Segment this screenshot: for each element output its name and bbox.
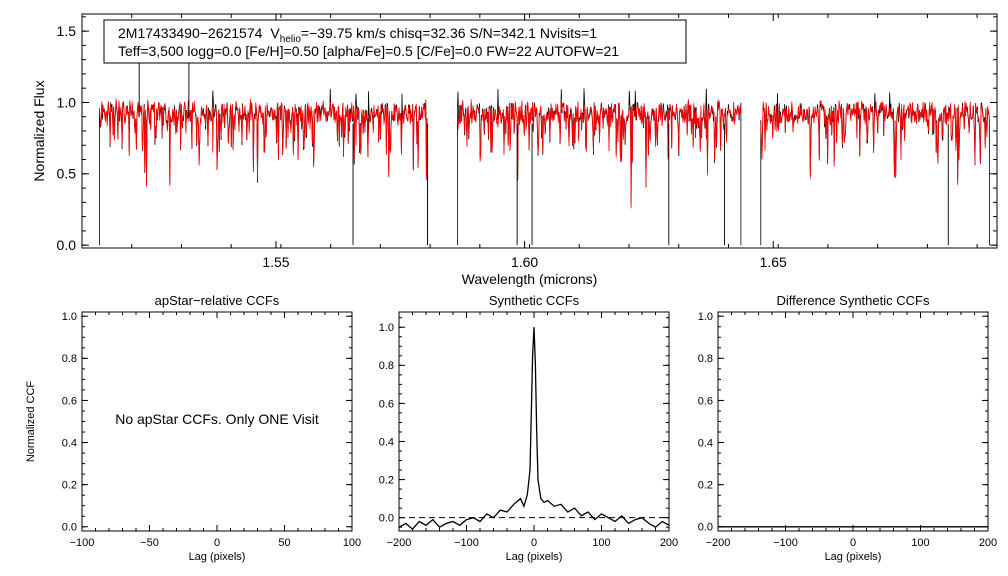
- x-tick-label: 0: [214, 537, 220, 549]
- y-tick-label: 0.4: [379, 436, 394, 448]
- annotation-part: V: [270, 25, 280, 41]
- annotation-part: 2M17433490−2621574: [118, 25, 263, 41]
- plot-frame: [717, 311, 989, 532]
- x-tick-label: −50: [140, 537, 159, 549]
- ccf-line: [398, 327, 670, 531]
- x-tick-label: −200: [706, 537, 731, 549]
- x-tick-label: 200: [660, 537, 678, 549]
- y-tick-label: 0.2: [62, 480, 77, 492]
- y-tick-label: 1.0: [57, 94, 77, 110]
- panel-title: Synthetic CCFs: [489, 293, 580, 308]
- x-tick-label: 1.65: [760, 254, 787, 270]
- x-tick-label: 50: [278, 537, 290, 549]
- annotation-frame: [103, 19, 687, 64]
- y-tick-label: 1.0: [62, 311, 77, 323]
- x-tick-label: 0: [531, 537, 537, 549]
- y-tick-label: 0.0: [698, 522, 713, 534]
- difference-ccf-panel: −200 −100 0 100 200 0.0 0.2 0.4 0.6 0.8 1.0 Differe…: [698, 293, 997, 563]
- panel-title: Difference Synthetic CCFs: [777, 293, 930, 308]
- y-tick-label: 1.5: [57, 23, 77, 39]
- y-tick-label: 0.6: [698, 395, 713, 407]
- no-ccf-message: No apStar CCFs. Only ONE Visit: [115, 411, 319, 427]
- model-spectrum-line: [99, 98, 428, 187]
- model-spectrum-line: [457, 98, 742, 209]
- spectrum-panel: 1.55 1.60 1.65 0.0 0.5 1.0 1.5 Wavelength (micr…: [31, 13, 998, 287]
- model-spectrum-line: [760, 99, 990, 185]
- y-tick-label: 0.0: [62, 522, 77, 534]
- x-tick-label: −100: [70, 537, 95, 549]
- y-axis-label: Normalized Flux: [31, 80, 47, 181]
- panel-title: apStar−relative CCFs: [155, 293, 280, 308]
- x-tick-label: −100: [773, 537, 798, 549]
- x-tick-label: −100: [454, 537, 479, 549]
- y-tick-label: 0.5: [57, 166, 77, 182]
- y-tick-label: 0.0: [379, 513, 394, 525]
- y-axis-label: Normalized CCF: [25, 381, 37, 463]
- x-tick-label: 200: [979, 537, 997, 549]
- annotation-part: =−39.75 km/s chisq=32.36 S/N=342.1 Nvisi…: [301, 25, 597, 41]
- y-tick-label: 0.8: [62, 353, 77, 365]
- x-tick-label: −200: [387, 537, 412, 549]
- annotation-part: helio: [280, 34, 302, 45]
- y-tick-label: 0.2: [379, 474, 394, 486]
- apstar-ccf-panel: −100 −50 0 50 100 0.0 0.2 0.4 0.6 0.8 1.0 apStar−re…: [25, 293, 361, 563]
- y-tick-label: 0.8: [379, 360, 394, 372]
- y-tick-label: 1.0: [698, 311, 713, 323]
- y-tick-label: 1.0: [379, 322, 394, 334]
- x-tick-label: 100: [592, 537, 610, 549]
- x-tick-label: 1.55: [262, 254, 289, 270]
- x-tick-label: 0: [850, 537, 856, 549]
- x-tick-label: 100: [911, 537, 929, 549]
- y-tick-label: 0.0: [57, 237, 77, 253]
- x-axis-label: Lag (pixels): [506, 551, 563, 563]
- x-axis-label: Wavelength (microns): [462, 271, 598, 287]
- y-tick-label: 0.2: [698, 480, 713, 492]
- x-axis-label: Lag (pixels): [825, 551, 882, 563]
- synthetic-ccf-panel: −200 −100 0 100 200 0.0 0.2 0.4 0.6 0.8 1.0 Synthet…: [379, 293, 678, 563]
- y-tick-label: 0.6: [379, 398, 394, 410]
- x-tick-label: 1.60: [511, 254, 538, 270]
- annotation-box: 2M17433490−2621574 Vhelio=−39.75 km/s chi…: [103, 19, 687, 64]
- x-axis-label: Lag (pixels): [189, 551, 246, 563]
- y-tick-label: 0.4: [62, 437, 77, 449]
- x-tick-label: 100: [343, 537, 361, 549]
- y-tick-label: 0.8: [698, 353, 713, 365]
- y-tick-label: 0.4: [698, 437, 713, 449]
- annotation-line-2: Teff=3,500 logg=0.0 [Fe/H]=0.50 [alpha/F…: [118, 43, 619, 59]
- y-tick-label: 0.6: [62, 395, 77, 407]
- annotation-line-1: 2M17433490−2621574 Vhelio=−39.75 km/s chi…: [118, 25, 597, 45]
